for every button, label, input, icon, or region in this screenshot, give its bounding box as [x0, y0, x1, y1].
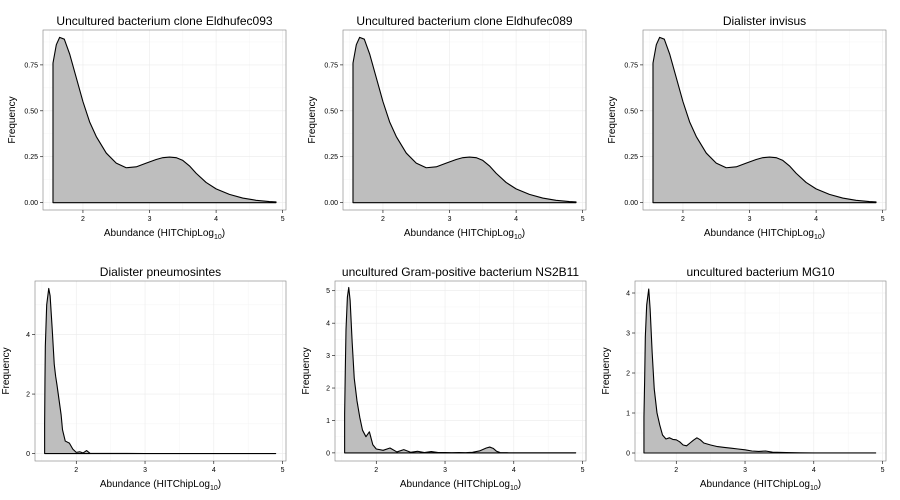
y-tick-label: 0.00 [624, 200, 638, 207]
x-tick-label: 3 [148, 216, 152, 223]
x-tick-label: 2 [674, 467, 678, 474]
panel-title: uncultured Gram-positive bacterium NS2B1… [342, 265, 580, 279]
y-tick-label: 4 [26, 332, 30, 339]
y-tick-label: 3 [626, 331, 630, 338]
x-tick-label: 3 [743, 467, 747, 474]
x-tick-label: 4 [812, 467, 816, 474]
density-area [652, 36, 877, 204]
y-tick-label: 0.75 [24, 62, 38, 69]
y-tick-label: 2 [326, 386, 330, 393]
x-tick-label: 3 [748, 216, 752, 223]
y-axis-title: Frequency [301, 347, 312, 394]
y-axis-title: Frequency [607, 96, 618, 143]
plot-frame [42, 29, 287, 211]
plot-frame [634, 280, 887, 462]
x-tick-label: 5 [881, 216, 885, 223]
plot-frame [642, 29, 887, 211]
x-tick-label: 4 [212, 467, 216, 474]
x-tick-label: 3 [443, 467, 447, 474]
x-tick-label: 4 [214, 216, 218, 223]
y-tick-label: 4 [626, 291, 630, 298]
x-axis-title: Abundance (HITChipLog10) [404, 228, 525, 241]
y-tick-label: 0.25 [324, 154, 338, 161]
x-tick-label: 5 [281, 216, 285, 223]
density-area [344, 286, 577, 454]
x-tick-label: 5 [581, 467, 585, 474]
x-tick-label: 2 [681, 216, 685, 223]
y-tick-label: 0.50 [324, 108, 338, 115]
density-area [44, 287, 277, 455]
x-tick-label: 2 [74, 467, 78, 474]
y-tick-label: 0 [26, 451, 30, 458]
panel-title: uncultured bacterium MG10 [686, 265, 834, 279]
y-axis-title: Frequency [7, 96, 18, 143]
panel-title: Dialister invisus [723, 14, 806, 28]
x-tick-label: 2 [381, 216, 385, 223]
y-tick-label: 0.25 [624, 154, 638, 161]
plot-frame [334, 280, 587, 462]
panel-title: Uncultured bacterium clone Eldhufec089 [356, 14, 572, 28]
chart-panel-4: 2 3 4 5 0 2 4 Dialister pneumosintes Abundance (… [1, 265, 287, 492]
x-axis-title: Abundance (HITChipLog10) [704, 228, 825, 241]
y-tick-label: 0.50 [624, 108, 638, 115]
plot-frame [34, 280, 287, 462]
y-tick-label: 2 [26, 392, 30, 399]
y-tick-label: 0 [626, 451, 630, 458]
y-tick-label: 5 [326, 288, 330, 295]
y-tick-label: 0.00 [24, 200, 38, 207]
x-tick-label: 5 [581, 216, 585, 223]
x-tick-label: 3 [143, 467, 147, 474]
density-area [352, 36, 577, 204]
x-axis-title: Abundance (HITChipLog10) [104, 228, 225, 241]
plot-background [35, 281, 286, 461]
x-tick-label: 5 [281, 467, 285, 474]
x-tick-label: 2 [81, 216, 85, 223]
y-axis-title: Frequency [1, 347, 12, 394]
panel-title: Dialister pneumosintes [100, 265, 221, 279]
y-axis-title: Frequency [307, 96, 318, 143]
y-tick-label: 1 [626, 411, 630, 418]
y-tick-label: 3 [326, 353, 330, 360]
x-axis-title: Abundance (HITChipLog10) [700, 479, 821, 492]
plot-frame [342, 29, 587, 211]
y-tick-label: 0.00 [324, 200, 338, 207]
x-tick-label: 2 [374, 467, 378, 474]
y-axis-title: Frequency [601, 347, 612, 394]
density-area [52, 36, 277, 204]
plot-background [335, 281, 586, 461]
y-tick-label: 1 [326, 418, 330, 425]
y-tick-label: 0.25 [24, 154, 38, 161]
density-area [643, 288, 877, 454]
y-tick-label: 0 [326, 450, 330, 457]
chart-panel-5: 2 3 4 5 0 1 2 3 4 5 uncultured Gram-positive bacte… [301, 265, 587, 492]
x-tick-label: 4 [512, 467, 516, 474]
y-tick-label: 0.75 [324, 62, 338, 69]
chart-panel-1: 2 3 4 5 0.00 0.25 0.50 0.75 Uncultured bacterium… [7, 14, 287, 241]
x-axis-title: Abundance (HITChipLog10) [400, 479, 521, 492]
panel-title: Uncultured bacterium clone Eldhufec093 [56, 14, 272, 28]
chart-panel-6: 2 3 4 5 0 1 2 3 4 uncultured bacterium MG10 Abunda… [601, 265, 887, 492]
y-tick-label: 4 [326, 321, 330, 328]
chart-panel-2: 2 3 4 5 0.00 0.25 0.50 0.75 Uncultured bacterium… [307, 14, 587, 241]
y-tick-label: 0.75 [624, 62, 638, 69]
x-tick-label: 4 [514, 216, 518, 223]
chart-panel-3: 2 3 4 5 0.00 0.25 0.50 0.75 Dialister invisus Abu… [607, 14, 887, 241]
x-tick-label: 5 [881, 467, 885, 474]
y-tick-label: 2 [626, 371, 630, 378]
y-tick-label: 0.50 [24, 108, 38, 115]
x-tick-label: 3 [448, 216, 452, 223]
x-tick-label: 4 [814, 216, 818, 223]
x-axis-title: Abundance (HITChipLog10) [100, 479, 221, 492]
plot-background [635, 281, 886, 461]
